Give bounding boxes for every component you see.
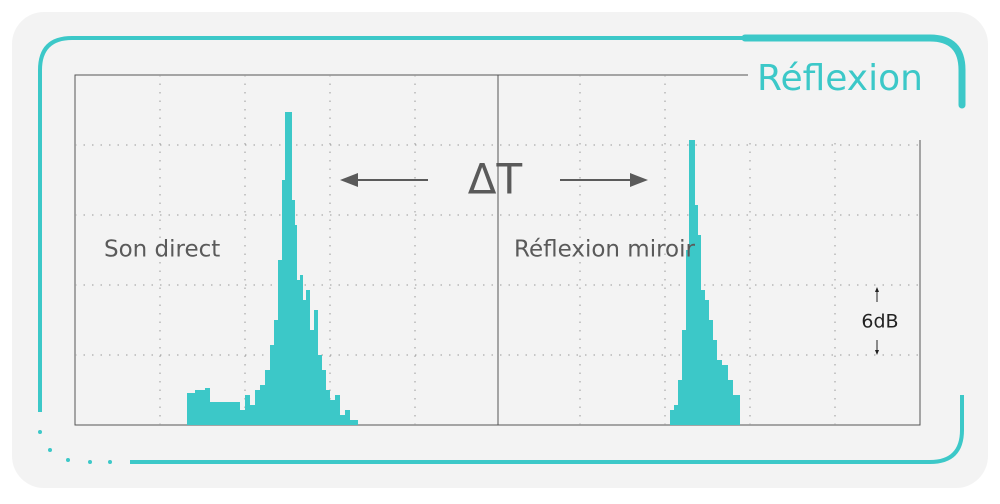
- mirror-label: Réflexion miroir: [514, 237, 696, 263]
- mirror-waveform: [670, 140, 740, 425]
- scale-label: 6dB: [861, 311, 898, 333]
- frame-dots: [38, 430, 112, 464]
- frame-line: [130, 395, 964, 464]
- scale-arrows: [875, 287, 879, 355]
- title-box: [748, 50, 928, 140]
- frame-line: [38, 36, 745, 412]
- direct-waveform: [187, 112, 358, 425]
- delta-label: ΔT: [468, 155, 523, 204]
- direct-label: Son direct: [104, 237, 220, 263]
- delta-arrows: [340, 173, 648, 187]
- title: Réflexion: [757, 58, 923, 99]
- frame-line: [741, 34, 966, 109]
